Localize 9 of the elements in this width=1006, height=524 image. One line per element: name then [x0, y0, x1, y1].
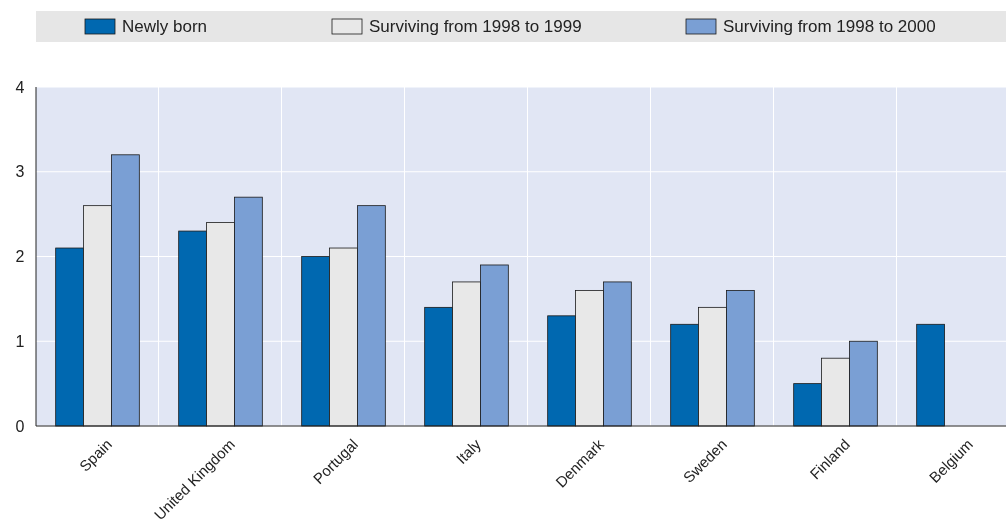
legend-label: Surviving from 1998 to 2000	[723, 17, 936, 36]
y-tick-label: 0	[15, 417, 25, 435]
legend-label: Newly born	[122, 17, 208, 36]
x-tick-label: Italy	[452, 435, 485, 467]
y-tick-label: 4	[15, 78, 25, 96]
y-tick-label: 3	[15, 163, 25, 181]
legend-label: Surviving from 1998 to 1999	[369, 17, 582, 36]
y-tick-label: 2	[15, 248, 25, 266]
y-tick-label: 1	[15, 332, 25, 350]
